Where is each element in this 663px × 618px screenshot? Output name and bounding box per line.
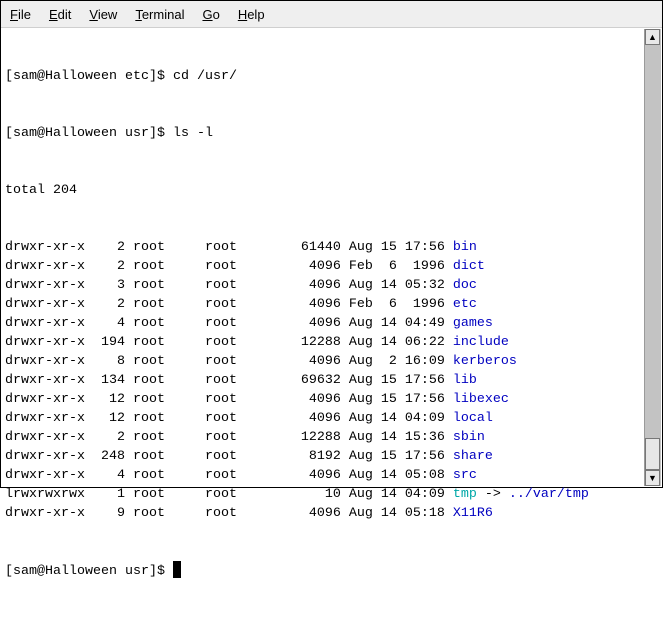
terminal-window: File Edit View Terminal Go Help [sam@Hal… (0, 0, 663, 579)
menu-label: ile (17, 6, 31, 22)
file-name: bin (452, 240, 477, 255)
file-meta: drwxr-xr-x 134 root root 69632 Aug 15 17… (5, 373, 453, 388)
menu-label: o (212, 6, 220, 22)
listing-row: drwxr-xr-x 2 root root 61440 Aug 15 17:5… (5, 238, 648, 257)
file-meta: lrwxrwxrwx 1 root root 10 Aug 14 04:09 (5, 487, 453, 502)
file-name: libexec (452, 392, 509, 407)
scroll-down-arrow-icon[interactable]: ▼ (645, 470, 660, 486)
file-name: sbin (452, 430, 485, 445)
listing-row: drwxr-xr-x 12 root root 4096 Aug 14 04:0… (5, 409, 648, 428)
file-name: doc (452, 278, 477, 293)
mnemonic: T (135, 6, 142, 22)
file-name: src (452, 468, 477, 483)
link-target: ../var/tmp (508, 487, 589, 502)
file-meta: drwxr-xr-x 4 root root 4096 Aug 14 05:08 (5, 468, 453, 483)
file-meta: drwxr-xr-x 3 root root 4096 Aug 14 05:32 (5, 278, 453, 293)
listing: drwxr-xr-x 2 root root 61440 Aug 15 17:5… (5, 238, 648, 523)
listing-row: drwxr-xr-x 12 root root 4096 Aug 15 17:5… (5, 390, 648, 409)
listing-row: drwxr-xr-x 2 root root 12288 Aug 14 15:3… (5, 428, 648, 447)
file-meta: drwxr-xr-x 2 root root 61440 Aug 15 17:5… (5, 240, 453, 255)
listing-row: drwxr-xr-x 9 root root 4096 Aug 14 05:18… (5, 504, 648, 523)
mnemonic: G (202, 6, 213, 22)
menu-go[interactable]: Go (193, 7, 228, 22)
file-meta: drwxr-xr-x 8 root root 4096 Aug 2 16:09 (5, 354, 453, 369)
menu-help[interactable]: Help (229, 7, 274, 22)
file-name: etc (452, 297, 477, 312)
mnemonic: H (237, 6, 248, 22)
menu-edit[interactable]: Edit (40, 7, 80, 22)
listing-row: drwxr-xr-x 2 root root 4096 Feb 6 1996 e… (5, 295, 648, 314)
scrollbar-thumb[interactable] (645, 438, 660, 470)
file-meta: drwxr-xr-x 2 root root 4096 Feb 6 1996 (5, 297, 453, 312)
file-name: dict (452, 259, 485, 274)
listing-row: drwxr-xr-x 4 root root 4096 Aug 14 04:49… (5, 314, 648, 333)
menu-file[interactable]: File (1, 7, 40, 22)
file-meta: drwxr-xr-x 9 root root 4096 Aug 14 05:18 (5, 506, 453, 521)
scrollbar[interactable]: ▲ ▼ (644, 29, 661, 486)
file-meta: drwxr-xr-x 2 root root 12288 Aug 14 15:3… (5, 430, 453, 445)
mnemonic: E (48, 6, 58, 22)
prompt: [sam@Halloween usr]$ (5, 564, 173, 579)
file-name: include (452, 335, 509, 350)
terminal-line: [sam@Halloween usr]$ ls -l (5, 126, 213, 141)
listing-row: drwxr-xr-x 134 root root 69632 Aug 15 17… (5, 371, 648, 390)
menu-terminal[interactable]: Terminal (126, 7, 193, 22)
cursor (172, 561, 181, 578)
file-meta: drwxr-xr-x 248 root root 8192 Aug 15 17:… (5, 449, 453, 464)
menu-label: dit (57, 6, 72, 22)
link-arrow: -> (476, 487, 509, 502)
mnemonic: V (89, 6, 98, 22)
listing-row: drwxr-xr-x 4 root root 4096 Aug 14 05:08… (5, 466, 648, 485)
file-meta: drwxr-xr-x 4 root root 4096 Aug 14 04:49 (5, 316, 453, 331)
file-name: tmp (452, 487, 477, 502)
file-name: X11R6 (452, 506, 493, 521)
listing-row: drwxr-xr-x 3 root root 4096 Aug 14 05:32… (5, 276, 648, 295)
terminal-line: total 204 (5, 183, 77, 198)
menu-label: erminal (141, 6, 185, 22)
file-name: local (452, 411, 493, 426)
listing-row: drwxr-xr-x 2 root root 4096 Feb 6 1996 d… (5, 257, 648, 276)
file-name: lib (452, 373, 477, 388)
listing-row: drwxr-xr-x 8 root root 4096 Aug 2 16:09 … (5, 352, 648, 371)
menubar: File Edit View Terminal Go Help (1, 1, 662, 28)
terminal-line: [sam@Halloween etc]$ cd /usr/ (5, 69, 237, 84)
file-meta: drwxr-xr-x 2 root root 4096 Feb 6 1996 (5, 259, 453, 274)
file-name: kerberos (452, 354, 517, 369)
file-name: games (452, 316, 493, 331)
menu-label: elp (247, 6, 265, 22)
menu-label: iew (97, 6, 118, 22)
file-meta: drwxr-xr-x 12 root root 4096 Aug 15 17:5… (5, 392, 453, 407)
prompt-line: [sam@Halloween usr]$ (5, 561, 648, 580)
mnemonic: F (10, 6, 18, 22)
menu-view[interactable]: View (80, 7, 126, 22)
file-meta: drwxr-xr-x 12 root root 4096 Aug 14 04:0… (5, 411, 453, 426)
file-name: share (452, 449, 493, 464)
terminal-output[interactable]: [sam@Halloween etc]$ cd /usr/ [sam@Hallo… (2, 29, 648, 579)
file-meta: drwxr-xr-x 194 root root 12288 Aug 14 06… (5, 335, 453, 350)
listing-row: drwxr-xr-x 194 root root 12288 Aug 14 06… (5, 333, 648, 352)
scroll-up-arrow-icon[interactable]: ▲ (645, 29, 660, 45)
listing-row: drwxr-xr-x 248 root root 8192 Aug 15 17:… (5, 447, 648, 466)
